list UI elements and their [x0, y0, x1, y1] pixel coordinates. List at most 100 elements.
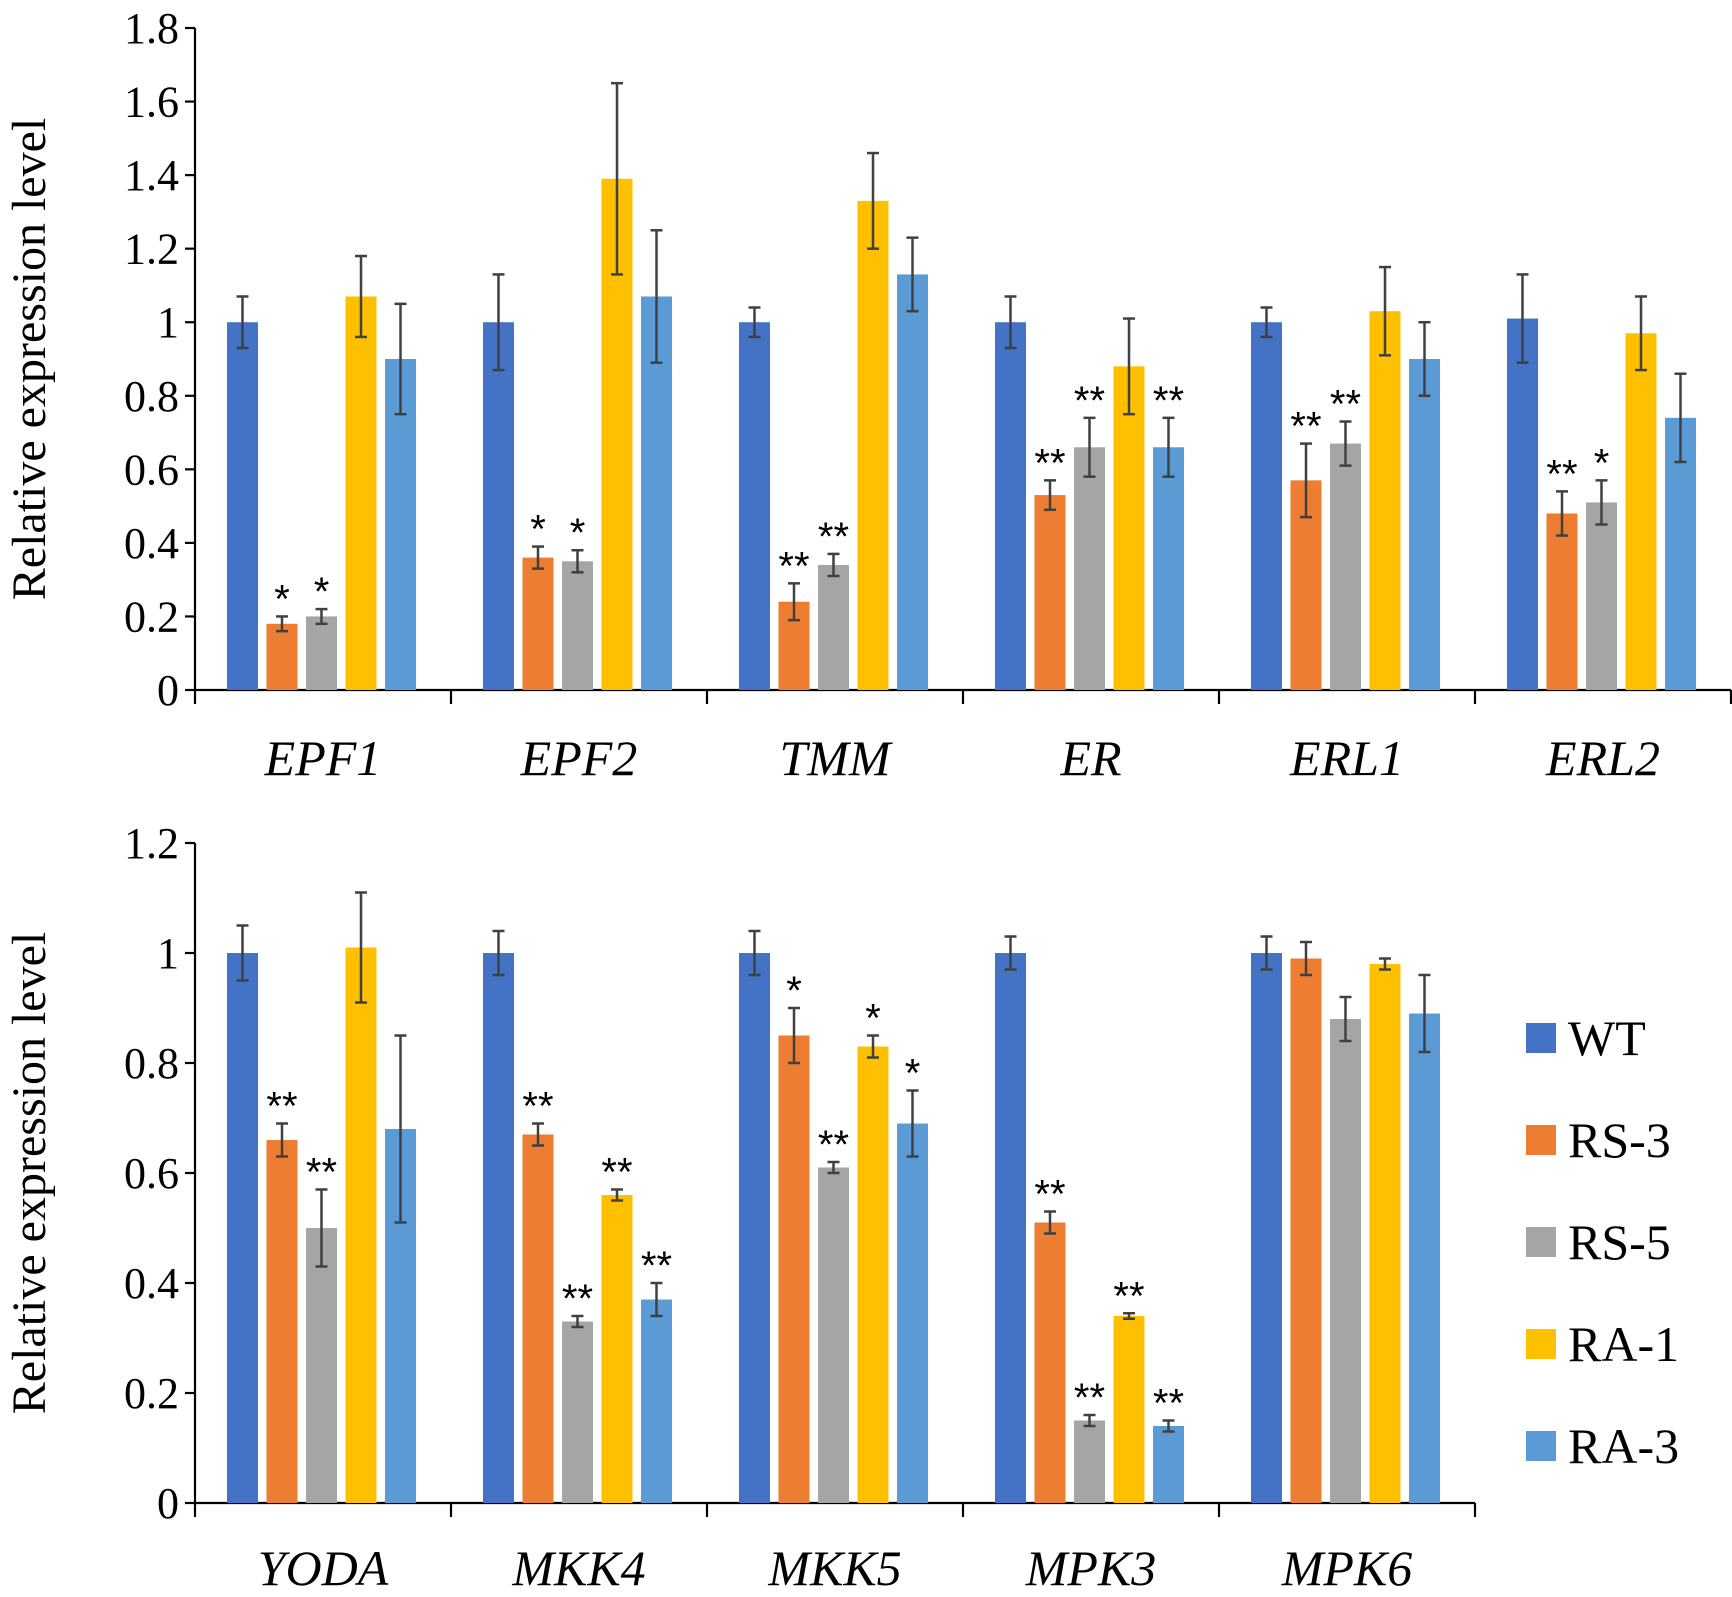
significance-mark: ** [562, 1277, 593, 1321]
y-tick-label: 0.4 [124, 1259, 179, 1308]
significance-mark: ** [778, 544, 809, 588]
bar-rs-5-mpk3 [1074, 1420, 1105, 1503]
bar-rs-3-mpk6 [1290, 958, 1322, 1503]
bar-ra-3-mpk6 [1409, 1013, 1440, 1503]
significance-mark: ** [1074, 1376, 1105, 1420]
bar-rs-5-er [1074, 447, 1105, 690]
bar-rs-5-epf1 [306, 616, 337, 690]
legend-label-wt: WT [1568, 1010, 1646, 1066]
y-tick-label: 1 [157, 298, 179, 347]
bar-ra-1-erl1 [1369, 311, 1401, 690]
category-label-epf1: EPF1 [264, 730, 382, 786]
bar-wt-erl2 [1507, 318, 1538, 690]
category-label-yoda: YODA [258, 1540, 389, 1596]
bar-rs-5-erl2 [1586, 502, 1617, 690]
significance-mark: ** [601, 1151, 632, 1195]
category-label-epf2: EPF2 [520, 730, 638, 786]
bar-wt-erl1 [1251, 322, 1282, 690]
significance-mark: ** [1546, 452, 1577, 496]
y-tick-label: 0.6 [124, 1149, 179, 1198]
y-tick-label: 1.2 [124, 225, 179, 274]
bar-wt-er [995, 322, 1026, 690]
bar-rs-3-mkk4 [522, 1134, 554, 1503]
bar-ra-1-erl2 [1625, 333, 1657, 690]
y-tick-label: 1.6 [124, 78, 179, 127]
significance-mark: ** [1113, 1274, 1144, 1318]
bar-wt-mpk6 [1251, 953, 1282, 1503]
bar-rs-5-yoda [306, 1228, 337, 1503]
legend-label-rs-3: RS-3 [1568, 1112, 1671, 1168]
legend-swatch-rs-3 [1526, 1125, 1556, 1155]
significance-mark: ** [641, 1244, 672, 1288]
category-label-mkk5: MKK5 [767, 1540, 901, 1596]
category-label-erl1: ERL1 [1289, 730, 1404, 786]
bar-ra-3-mkk5 [897, 1123, 928, 1503]
bar-wt-mkk4 [483, 953, 514, 1503]
bar-ra-3-erl1 [1409, 359, 1440, 690]
significance-mark: ** [1330, 383, 1361, 427]
significance-mark: * [530, 508, 546, 552]
bar-ra-1-tmm [857, 200, 889, 690]
bar-ra-1-epf1 [345, 296, 377, 690]
significance-mark: * [570, 511, 586, 555]
legend-label-ra-1: RA-1 [1568, 1316, 1679, 1372]
y-tick-label: 0 [157, 1479, 179, 1528]
significance-mark: ** [818, 515, 849, 559]
significance-mark: ** [1034, 1173, 1065, 1217]
legend-label-ra-3: RA-3 [1568, 1418, 1679, 1474]
category-label-erl2: ERL2 [1545, 730, 1660, 786]
category-label-er: ER [1059, 730, 1121, 786]
bar-rs-3-yoda [266, 1140, 298, 1503]
bar-rs-3-mkk5 [778, 1035, 810, 1503]
legend-swatch-wt [1526, 1023, 1556, 1053]
category-label-mkk4: MKK4 [511, 1540, 645, 1596]
bar-ra-3-er [1153, 447, 1184, 690]
bar-wt-epf1 [227, 322, 258, 690]
significance-mark: * [274, 577, 290, 621]
bar-wt-mpk3 [995, 953, 1026, 1503]
bar-rs-5-mkk5 [818, 1167, 849, 1503]
y-tick-label: 0.8 [124, 1039, 179, 1088]
y-tick-label: 0.8 [124, 372, 179, 421]
y-tick-label: 0.6 [124, 445, 179, 494]
significance-mark: * [865, 997, 881, 1041]
legend-swatch-ra-1 [1526, 1329, 1556, 1359]
bar-rs-5-epf2 [562, 561, 593, 690]
bar-rs-3-er [1034, 495, 1066, 690]
bar-wt-tmm [739, 322, 770, 690]
significance-mark: * [905, 1052, 921, 1096]
bar-ra-1-mpk6 [1369, 964, 1401, 1503]
y-tick-label: 1.8 [124, 4, 179, 53]
significance-mark: * [786, 969, 802, 1013]
significance-mark: * [314, 570, 330, 614]
y-axis-label: Relative expression level [3, 118, 56, 601]
y-tick-label: 1.4 [124, 151, 179, 200]
bar-rs-3-epf2 [522, 557, 554, 690]
significance-mark: ** [522, 1085, 553, 1129]
significance-mark: ** [1074, 379, 1105, 423]
bar-wt-yoda [227, 953, 258, 1503]
legend-swatch-rs-5 [1526, 1227, 1556, 1257]
legend-swatch-ra-3 [1526, 1431, 1556, 1461]
y-tick-label: 0 [157, 666, 179, 715]
bar-rs-5-mkk4 [562, 1321, 593, 1503]
significance-mark: ** [818, 1123, 849, 1167]
bar-ra-3-tmm [897, 274, 928, 690]
bar-rs-3-erl2 [1546, 513, 1578, 690]
bar-ra-1-er [1113, 366, 1145, 690]
bar-ra-1-yoda [345, 947, 377, 1503]
legend-label-rs-5: RS-5 [1568, 1214, 1671, 1270]
significance-mark: ** [1290, 405, 1321, 449]
bar-ra-3-mpk3 [1153, 1426, 1184, 1503]
significance-mark: ** [1153, 1382, 1184, 1426]
bar-wt-epf2 [483, 322, 514, 690]
bar-wt-mkk5 [739, 953, 770, 1503]
bar-ra-1-mpk3 [1113, 1316, 1145, 1503]
y-axis-label: Relative expression level [3, 932, 56, 1415]
bar-rs-5-tmm [818, 564, 849, 690]
bar-ra-1-mkk5 [857, 1046, 889, 1503]
y-tick-label: 0.2 [124, 1369, 179, 1418]
bar-rs-3-epf1 [266, 623, 298, 690]
